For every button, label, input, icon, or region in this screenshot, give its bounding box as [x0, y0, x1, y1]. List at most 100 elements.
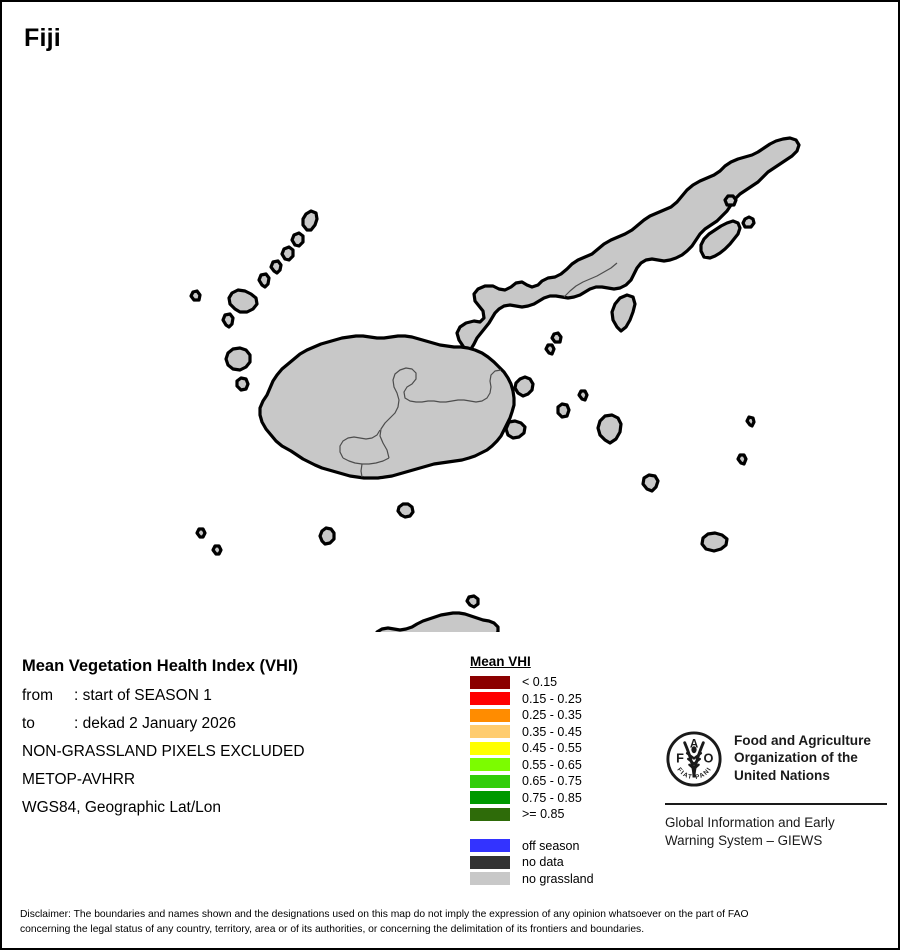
legend: Mean VHI < 0.15 0.15 - 0.25 0.25 - 0.35 0.3…: [470, 653, 594, 887]
land-layer: [189, 136, 801, 632]
legend-status-row[interactable]: no grassland: [470, 871, 594, 888]
legend-class-swatch: [470, 741, 510, 755]
legend-class-list: < 0.15 0.15 - 0.25 0.25 - 0.35 0.35 - 0.45 0…: [470, 674, 594, 823]
island-makogai[interactable]: [550, 331, 563, 344]
island-viti-levu[interactable]: [258, 334, 516, 480]
island-yasawa-3[interactable]: [280, 245, 295, 262]
svg-text:F: F: [676, 750, 684, 765]
island-yasawa-4[interactable]: [269, 259, 283, 275]
legend-class-swatch: [470, 758, 510, 772]
fao-org-line-2: Organization of the: [734, 750, 858, 766]
legend-class-row[interactable]: 0.75 - 0.85: [470, 790, 594, 807]
province-boundary-vanua-levu-a: [563, 262, 618, 298]
legend-class-label: 0.35 - 0.45: [522, 724, 582, 739]
legend-class-swatch: [470, 791, 510, 805]
island-wakaya[interactable]: [544, 343, 556, 356]
island-waya-south[interactable]: [221, 312, 235, 329]
disclaimer-line-1: Disclaimer: The boundaries and names sho…: [20, 909, 749, 920]
internal-boundary-layer: [339, 262, 618, 478]
disclaimer: Disclaimer: The boundaries and names sho…: [20, 908, 886, 937]
legend-class-label: 0.55 - 0.65: [522, 757, 582, 772]
legend-status-label: off season: [522, 838, 580, 853]
info-to-label: to: [22, 715, 35, 732]
info-row-from: from: start of SEASON 1: [22, 687, 452, 705]
legend-class-row[interactable]: 0.35 - 0.45: [470, 724, 594, 741]
fao-org-line-1: Food and Agriculture: [734, 733, 871, 748]
island-yasawa-islet-b[interactable]: [195, 527, 207, 539]
island-ono[interactable]: [465, 594, 480, 609]
island-vanua-balavu[interactable]: [700, 531, 729, 553]
island-nairai[interactable]: [556, 402, 571, 419]
giews-name: Global Information and Early Warning Sys…: [665, 814, 890, 850]
legend-status-row[interactable]: no data: [470, 854, 594, 871]
island-kadavu[interactable]: [375, 611, 500, 632]
province-boundary-viti-levu-c: [339, 429, 381, 459]
legend-class-row[interactable]: 0.65 - 0.75: [470, 773, 594, 790]
legend-class-swatch: [470, 807, 510, 821]
legend-class-label: 0.65 - 0.75: [522, 774, 582, 788]
legend-class-label: < 0.15: [522, 675, 558, 689]
map-canvas[interactable]: [4, 57, 898, 632]
legend-class-label: >= 0.85: [522, 807, 565, 821]
island-vatulele[interactable]: [318, 526, 336, 546]
island-viti-levu-east-spur[interactable]: [504, 419, 527, 440]
page-title: Fiji: [24, 24, 61, 52]
island-moala[interactable]: [641, 473, 660, 493]
legend-class-row[interactable]: 0.55 - 0.65: [470, 757, 594, 774]
island-gau[interactable]: [596, 413, 623, 445]
island-yasawa-1[interactable]: [301, 209, 319, 232]
legend-spacer: [470, 823, 594, 838]
svg-text:A: A: [690, 737, 699, 750]
island-batiki[interactable]: [577, 389, 589, 402]
legend-class-row[interactable]: 0.45 - 0.55: [470, 740, 594, 757]
info-projection: WGS84, Geographic Lat/Lon: [22, 799, 222, 816]
province-boundary-viti-levu-a: [379, 367, 502, 459]
disclaimer-line-2: concerning the legal status of any count…: [20, 923, 645, 935]
legend-status-label: no data: [522, 855, 564, 869]
legend-class-label: 0.25 - 0.35: [522, 708, 582, 722]
svg-text:O: O: [704, 750, 714, 765]
legend-class-row[interactable]: < 0.15: [470, 674, 594, 691]
island-yasawa-2[interactable]: [290, 231, 305, 248]
legend-class-row[interactable]: 0.15 - 0.25: [470, 691, 594, 708]
island-cicia[interactable]: [736, 453, 748, 466]
map-info-block: Mean Vegetation Health Index (VHI) from:…: [22, 657, 452, 827]
legend-class-swatch: [470, 692, 510, 706]
island-vanua-levu[interactable]: [455, 136, 801, 355]
fiji-map-svg[interactable]: [4, 57, 898, 632]
island-yasawa-5[interactable]: [257, 272, 271, 289]
legend-class-label: 0.75 - 0.85: [522, 790, 582, 805]
island-malolo[interactable]: [224, 346, 252, 372]
info-sensor: METOP-AVHRR: [22, 771, 136, 788]
fao-branding-block: F A O FIAT PANIS Food and Agriculture Or…: [662, 725, 890, 850]
legend-class-swatch: [470, 725, 510, 739]
island-ovalau[interactable]: [513, 375, 535, 398]
island-yasawa-islet-c[interactable]: [211, 544, 223, 556]
legend-class-swatch: [470, 774, 510, 788]
legend-class-swatch: [470, 675, 510, 689]
info-heading: Mean Vegetation Health Index (VHI): [22, 657, 298, 675]
giews-line-2: Warning System – GIEWS: [665, 833, 823, 849]
island-rabi[interactable]: [723, 194, 738, 207]
info-from-value: : start of SEASON 1: [74, 687, 212, 704]
island-waya[interactable]: [227, 288, 259, 314]
legend-status-swatch: [470, 872, 510, 886]
island-tuvuca[interactable]: [745, 415, 756, 428]
legend-status-row[interactable]: off season: [470, 838, 594, 855]
province-boundary-viti-levu-b: [342, 457, 390, 465]
island-taveuni[interactable]: [699, 219, 742, 260]
legend-class-row[interactable]: 0.25 - 0.35: [470, 707, 594, 724]
island-koro[interactable]: [610, 293, 637, 333]
info-row-to: to: dekad 2 January 2026: [22, 715, 452, 733]
legend-class-row[interactable]: >= 0.85: [470, 806, 594, 823]
legend-status-list: off season no data no grassland: [470, 838, 594, 888]
island-qamea[interactable]: [741, 215, 756, 229]
province-boundary-viti-levu-d: [360, 463, 363, 478]
island-malolo-south[interactable]: [235, 376, 250, 392]
info-pixel-note: NON-GRASSLAND PIXELS EXCLUDED: [22, 743, 305, 760]
legend-class-label: 0.15 - 0.25: [522, 691, 582, 706]
legend-status-swatch: [470, 855, 510, 869]
island-beqa[interactable]: [396, 502, 415, 519]
island-yasawa-islet-a[interactable]: [189, 289, 202, 302]
